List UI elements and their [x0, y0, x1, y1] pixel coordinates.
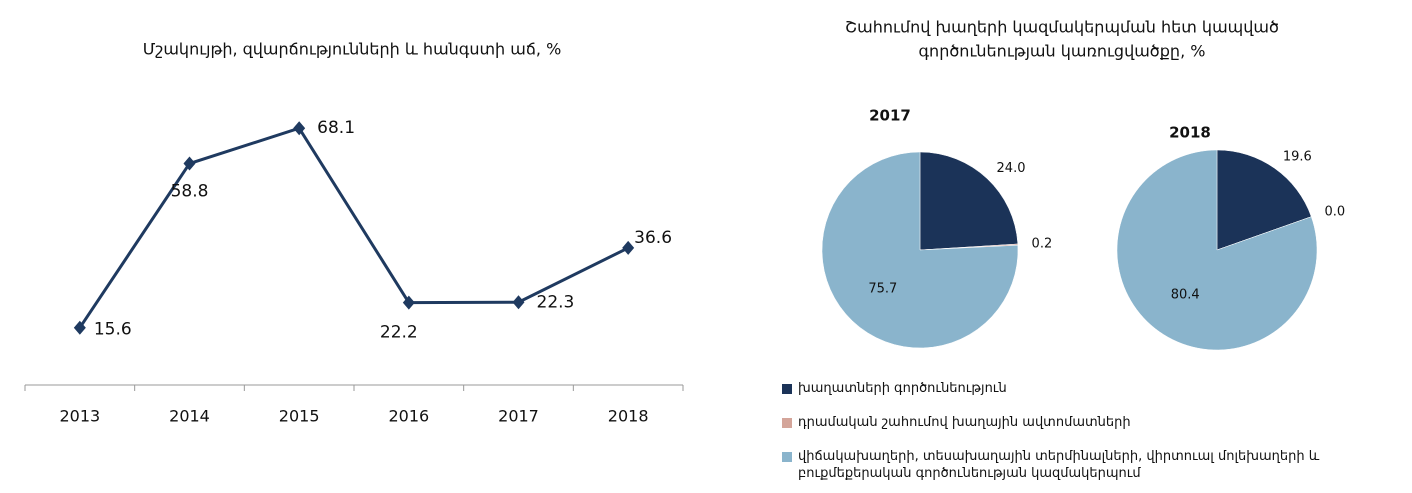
marker [183, 156, 196, 171]
x-tick-label: 2013 [59, 407, 100, 426]
legend-label: վիճակախաղերի, տեսախաղային տերմինալների, … [798, 449, 1320, 481]
legend-item: վիճակախաղերի, տեսախաղային տերմինալների, … [782, 448, 1382, 482]
data-label: 22.2 [380, 323, 418, 343]
data-label: 0.2 [1032, 236, 1053, 251]
data-label: 58.8 [171, 182, 209, 202]
x-tick-label: 2015 [279, 407, 320, 426]
legend-label: խաղատների գործունեություն [798, 381, 1007, 396]
pie-title: Շահումով խաղերի կազմակերպման հետ կապված [845, 18, 1279, 37]
pie-slice [821, 151, 1019, 349]
pie-title: գործունեության կառուցվածքը, % [919, 42, 1206, 61]
marker [622, 240, 635, 255]
pie-title: 2018 [1169, 124, 1211, 142]
data-label: 68.1 [317, 118, 355, 138]
legend-swatch [782, 384, 792, 394]
data-label: 15.6 [94, 320, 132, 340]
x-tick-label: 2017 [498, 407, 539, 426]
x-tick-label: 2018 [608, 407, 649, 426]
legend-swatch [782, 418, 792, 428]
legend-item: դրամական շահումով խաղային ավտոմատների [782, 414, 1382, 431]
marker [512, 295, 525, 310]
data-label: 36.6 [634, 228, 672, 248]
pie-slice [919, 151, 1019, 251]
legend-swatch [782, 452, 792, 462]
data-label: 22.3 [537, 292, 575, 312]
data-label: 19.6 [1283, 149, 1312, 164]
line-title: Մշակույթի, զվարճությունների և հանգստի աճ… [143, 40, 562, 59]
legend-item: խաղատների գործունեություն [782, 380, 1382, 397]
x-tick-label: 2014 [169, 407, 210, 426]
data-label: 75.7 [868, 282, 897, 297]
x-tick-label: 2016 [388, 407, 429, 426]
marker [402, 295, 415, 310]
pie-slice [1116, 149, 1318, 351]
line [78, 126, 629, 329]
data-label: 0.0 [1325, 205, 1346, 220]
marker [73, 320, 86, 335]
data-label: 24.0 [997, 161, 1026, 176]
legend-label: դրամական շահումով խաղային ավտոմատների [798, 415, 1131, 430]
marker [293, 121, 306, 136]
legend: խաղատների գործունեություն դրամական շահում… [782, 380, 1382, 493]
pie-title: 2017 [869, 107, 911, 125]
data-label: 80.4 [1171, 287, 1200, 302]
